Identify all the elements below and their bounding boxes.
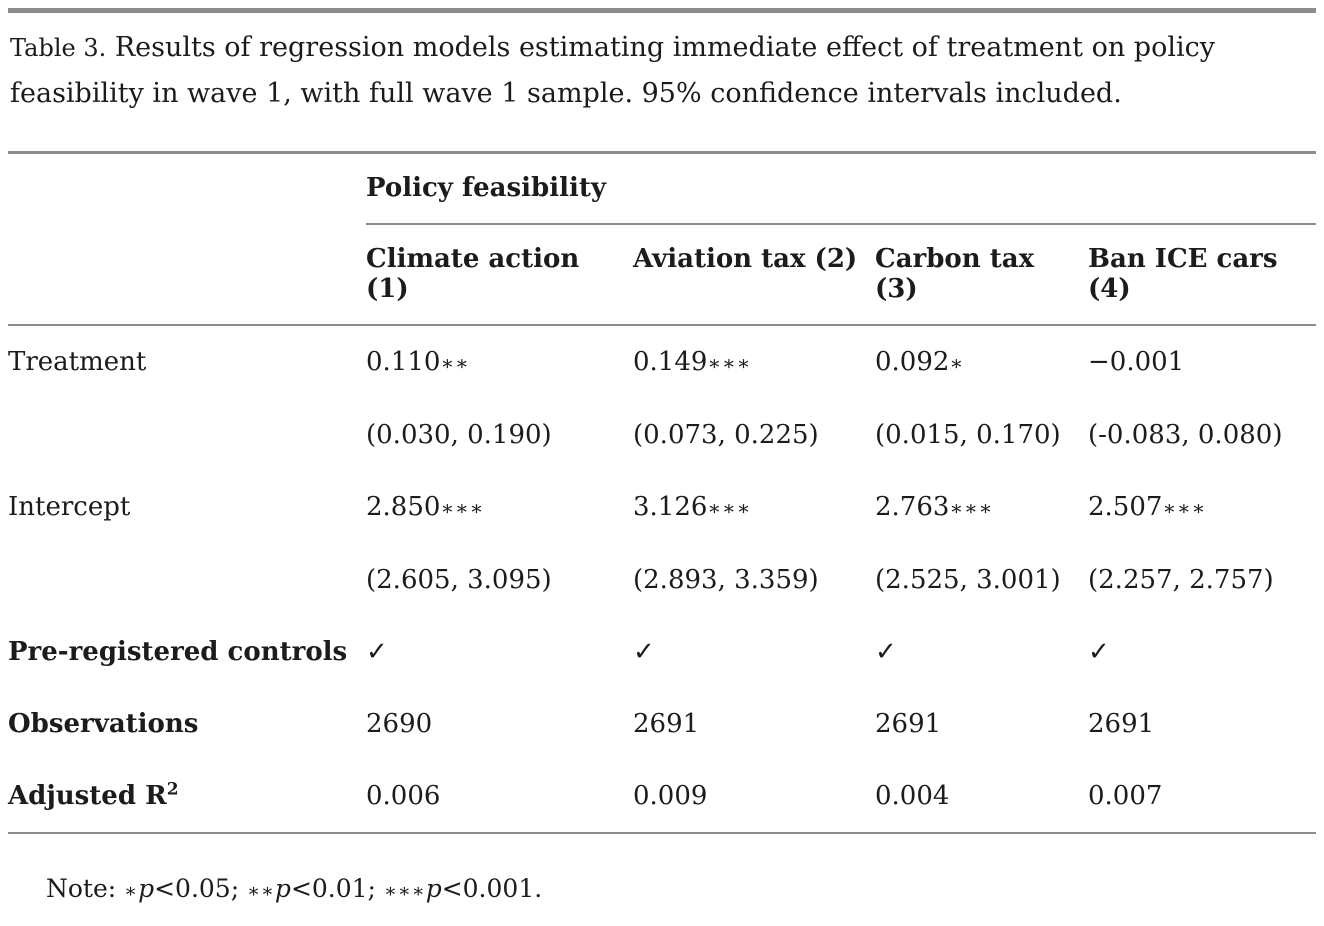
row-label	[8, 399, 366, 471]
cell: (0.073, 0.225)	[633, 420, 819, 450]
cell: 2691	[633, 709, 700, 739]
p-symbol: p	[138, 874, 155, 903]
note-threshold: <0.05;	[154, 874, 240, 903]
significance-stars: ∗∗	[440, 351, 470, 375]
superscript: 2	[166, 779, 179, 800]
cell checkmark-icon: ✓	[366, 637, 388, 667]
regression-results-table: Policy feasibility Climate action (1) Av…	[8, 151, 1316, 834]
significance-stars: ∗∗∗	[383, 880, 426, 902]
significance-stars: ∗∗∗	[949, 496, 994, 520]
cell: 0.092∗	[875, 347, 965, 377]
note-label: Note:	[46, 874, 117, 903]
significance-stars: ∗∗∗	[440, 496, 485, 520]
significance-stars: ∗∗∗	[1162, 496, 1207, 520]
table-row-treatment: Treatment 0.110∗∗ 0.149∗∗∗ 0.092∗ −0.001	[8, 325, 1316, 399]
cell: 0.006	[366, 760, 633, 834]
significance-note: Note: ∗p<0.05; ∗∗p<0.01; ∗∗∗p<0.001.	[46, 874, 1316, 906]
row-label: Treatment	[8, 347, 147, 377]
table-row-intercept: Intercept 2.850∗∗∗ 3.126∗∗∗ 2.763∗∗∗ 2.5…	[8, 471, 1316, 544]
note-threshold: <0.001.	[441, 874, 543, 903]
significance-stars: ∗∗∗	[707, 351, 752, 375]
stub-cell	[8, 151, 366, 224]
top-rule	[8, 8, 1316, 13]
cell: 2.763∗∗∗	[875, 492, 994, 522]
cell: (2.525, 3.001)	[875, 565, 1061, 595]
p-symbol: p	[425, 874, 442, 903]
cell: 0.007	[1088, 760, 1316, 834]
cell: (0.030, 0.190)	[366, 420, 552, 450]
cell: (-0.083, 0.080)	[1088, 420, 1283, 450]
row-label: Pre-registered controls	[8, 637, 348, 667]
table-caption-label: Table 3.	[10, 34, 107, 62]
significance-stars: ∗	[949, 351, 965, 375]
cell: 0.110∗∗	[366, 347, 470, 377]
cell: 2.507∗∗∗	[1088, 492, 1207, 522]
row-label: Intercept	[8, 492, 131, 522]
spanner-row: Policy feasibility	[8, 151, 1316, 225]
cell: (2.257, 2.757)	[1088, 565, 1274, 595]
table-caption: Table 3. Results of regression models es…	[10, 25, 1314, 116]
table-row-observations: Observations 2690 2691 2691 2691	[8, 688, 1316, 760]
cell: −0.001	[1088, 347, 1185, 377]
note-threshold: <0.01;	[290, 874, 376, 903]
row-label: Adjusted R2	[8, 760, 366, 834]
cell: 0.009	[633, 760, 875, 834]
cell checkmark-icon: ✓	[875, 637, 897, 667]
cell: 2690	[366, 709, 433, 739]
table-row-adjusted-r2: Adjusted R2 0.006 0.009 0.004 0.007	[8, 760, 1316, 834]
column-header: Aviation tax (2)	[633, 224, 875, 326]
cell: (2.605, 3.095)	[366, 565, 552, 595]
significance-stars: ∗	[124, 880, 139, 902]
cell checkmark-icon: ✓	[633, 637, 655, 667]
table-caption-text: Results of regression models estimating …	[10, 32, 1215, 109]
cell: 2.850∗∗∗	[366, 492, 485, 522]
column-header-row: Climate action (1) Aviation tax (2) Carb…	[8, 224, 1316, 326]
cell: 2691	[875, 709, 942, 739]
stub-cell	[8, 224, 366, 326]
cell: 2691	[1088, 709, 1155, 739]
row-label	[8, 544, 366, 616]
column-header: Ban ICE cars (4)	[1088, 224, 1316, 326]
significance-stars: ∗∗∗	[707, 496, 752, 520]
table-row-treatment-ci: (0.030, 0.190) (0.073, 0.225) (0.015, 0.…	[8, 399, 1316, 471]
row-label: Observations	[8, 709, 199, 739]
cell: 3.126∗∗∗	[633, 492, 752, 522]
p-symbol: p	[274, 874, 291, 903]
spanner-heading: Policy feasibility	[366, 151, 1316, 225]
significance-stars: ∗∗	[247, 880, 275, 902]
table-row-controls: Pre-registered controls ✓ ✓ ✓ ✓	[8, 616, 1316, 688]
cell checkmark-icon: ✓	[1088, 637, 1110, 667]
cell: (2.893, 3.359)	[633, 565, 819, 595]
column-header: Climate action (1)	[366, 224, 633, 326]
cell: 0.004	[875, 760, 1088, 834]
cell: (0.015, 0.170)	[875, 420, 1061, 450]
cell: 0.149∗∗∗	[633, 347, 752, 377]
table-row-intercept-ci: (2.605, 3.095) (2.893, 3.359) (2.525, 3.…	[8, 544, 1316, 616]
column-header: Carbon tax (3)	[875, 224, 1088, 326]
